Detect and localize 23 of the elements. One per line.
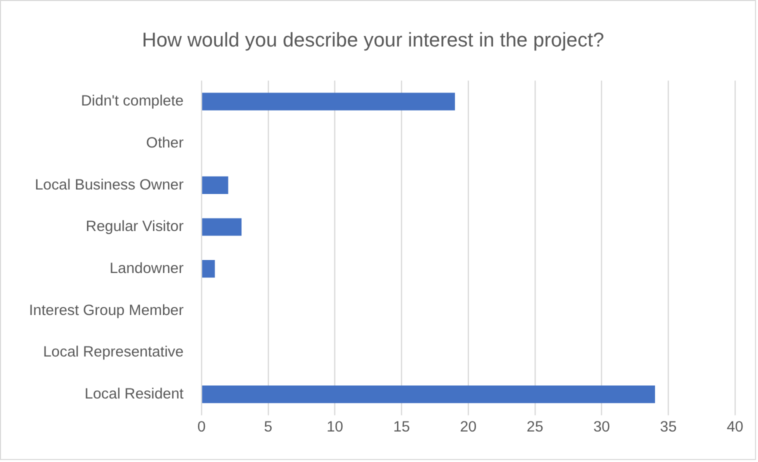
y-tick-label: Local Representative <box>43 344 184 361</box>
y-tick-label: Didn't complete <box>81 92 184 110</box>
x-tick-label: 5 <box>264 418 272 436</box>
x-tick-label: 0 <box>197 418 206 436</box>
x-tick-label: 15 <box>393 418 410 436</box>
chart-title: How would you describe your interest in the project? <box>142 29 604 52</box>
y-tick-label: Other <box>146 134 184 152</box>
bar <box>202 218 242 236</box>
x-tick-label: 35 <box>660 418 677 436</box>
y-tick-label: Landowner <box>110 260 184 277</box>
y-tick-label: Local Business Owner <box>34 176 184 194</box>
bar <box>202 386 656 404</box>
bar <box>202 176 228 194</box>
x-tick-label: 40 <box>726 418 744 436</box>
bar <box>202 92 455 110</box>
x-tick-label: 20 <box>460 418 477 436</box>
x-tick-label: 10 <box>326 418 344 436</box>
bar <box>202 260 215 278</box>
y-tick-label: Local Resident <box>84 385 184 402</box>
y-tick-label: Regular Visitor <box>86 218 184 236</box>
x-tick-label: 25 <box>526 418 544 436</box>
x-tick-label: 30 <box>593 418 610 436</box>
y-tick-label: Interest Group Member <box>29 302 184 319</box>
